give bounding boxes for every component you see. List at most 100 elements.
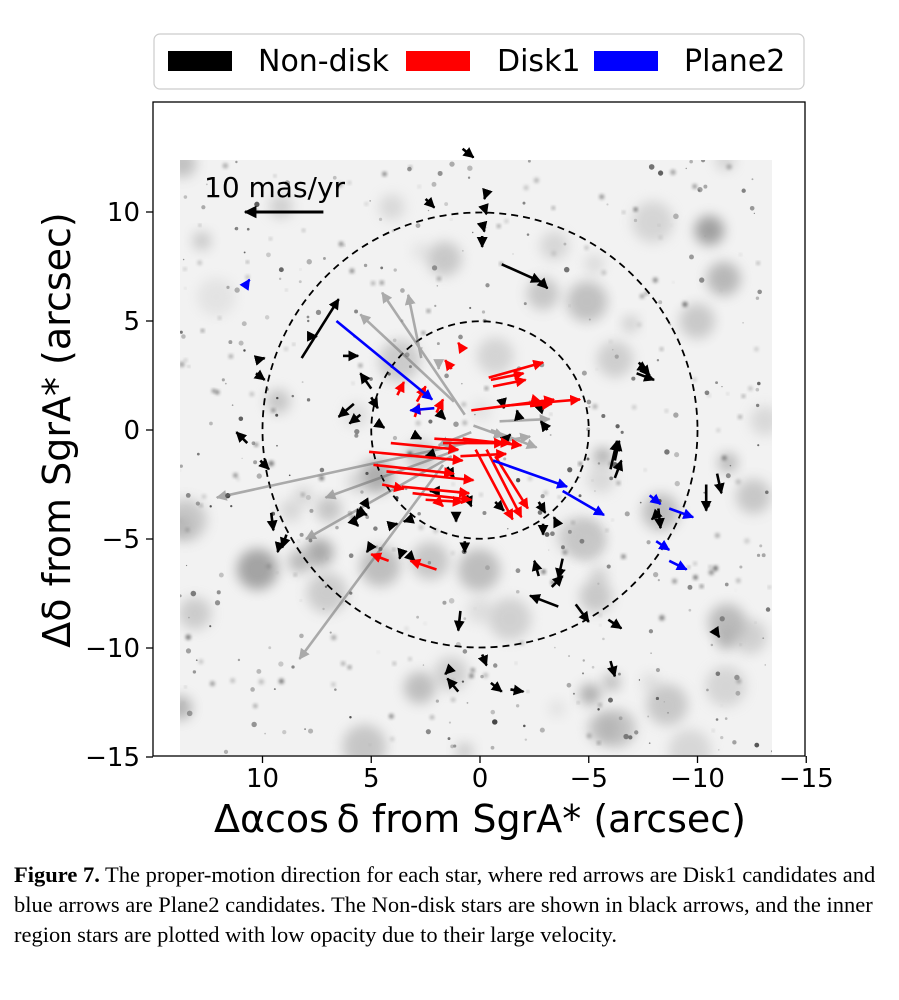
non-disk-arrow — [514, 409, 525, 422]
star-field-image — [180, 160, 772, 755]
legend-label-non-disk: Non-disk — [258, 44, 390, 79]
disk1-arrow — [390, 441, 460, 455]
non-disk-arrow — [636, 361, 649, 373]
non-disk-arrow — [529, 594, 559, 608]
disk1-arrow — [381, 481, 405, 493]
non-disk-arrow — [612, 459, 624, 479]
non-disk-arrow — [253, 369, 266, 381]
plane2-arrow — [492, 459, 569, 489]
non-disk-arrow — [609, 439, 621, 470]
disk1-arrow — [368, 450, 464, 466]
legend-frame — [153, 33, 805, 90]
disk1-arrow — [386, 470, 475, 485]
non-disk-arrow — [279, 534, 291, 549]
scale-indicator: 10 mas/yr — [204, 171, 346, 219]
x-tick-label: −5 — [570, 764, 608, 794]
non-disk-arrow — [365, 540, 377, 553]
non-disk-arrow — [373, 417, 386, 429]
non-disk-arrow — [478, 203, 489, 216]
non-disk-arrow — [402, 513, 415, 524]
x-tick-label: −10 — [670, 764, 725, 794]
y-tick-label: −15 — [85, 743, 140, 773]
disk1-arrow — [529, 399, 553, 411]
non-disk-arrow — [347, 515, 360, 527]
x-axis-label: Δαcos δ from SgrA* (arcsec) — [214, 797, 746, 841]
disk1-arrow — [474, 449, 514, 521]
non-disk-arrow — [253, 355, 266, 366]
inner-region-arrow — [381, 291, 466, 416]
non-disk-arrow — [501, 263, 542, 283]
disk1-arrow — [460, 448, 508, 460]
y-axis-label: Δδ from SgrA* (arcsec) — [35, 212, 79, 647]
plane2-arrow — [409, 404, 435, 415]
non-disk-arrow — [539, 420, 552, 433]
disk1-arrow — [530, 393, 542, 405]
non-disk-arrow — [650, 508, 663, 521]
non-disk-arrow — [476, 220, 488, 233]
plane2-arrow — [668, 559, 688, 571]
plane2-arrow — [335, 319, 433, 401]
non-disk-arrow — [709, 625, 721, 639]
disk1-arrow — [401, 485, 471, 498]
disk1-arrow — [425, 495, 464, 507]
y-axis: 10 5 0 −5 −10 −15 — [85, 198, 153, 773]
non-disk-arrow — [552, 516, 564, 529]
non-disk-arrow — [235, 431, 249, 444]
plane2-arrow — [668, 507, 695, 519]
non-disk-arrow — [453, 610, 465, 632]
non-disk-arrow — [482, 187, 493, 200]
non-disk-arrow — [536, 277, 549, 290]
non-disk-arrow — [274, 541, 286, 554]
x-axis: 10 5 0 −5 −10 −15 — [246, 756, 834, 794]
x-tick-label: −15 — [779, 764, 834, 794]
disk1-arrow — [444, 359, 456, 372]
non-disk-arrow — [348, 413, 362, 425]
legend-label-disk1: Disk1 — [497, 44, 581, 79]
legend-swatch-plane2 — [594, 51, 658, 71]
disk1-arrow — [457, 341, 469, 355]
plane2-arrow — [239, 278, 251, 291]
figure-chart: Non-disk Disk1 Plane2 10 mas/yr 10 5 0 −5 −1… — [35, 33, 834, 841]
disk1-arrow — [494, 455, 529, 510]
disk1-arrow — [490, 369, 525, 382]
plane2-arrow — [561, 489, 605, 517]
disk1-arrow — [434, 437, 512, 448]
non-disk-arrow — [574, 603, 590, 623]
legend-swatch-non-disk — [168, 51, 232, 71]
non-disk-arrow — [607, 618, 623, 630]
non-disk-arrow — [434, 408, 447, 421]
y-tick-label: 0 — [123, 416, 140, 446]
non-disk-arrow — [424, 447, 437, 459]
x-tick-label: 0 — [472, 764, 489, 794]
inner-region-arrow — [359, 313, 455, 403]
non-disk-arrow — [386, 520, 399, 532]
plane2-arrow — [655, 539, 671, 551]
non-disk-arrow — [490, 681, 503, 693]
legend-swatch-disk1 — [406, 51, 470, 71]
non-disk-arrow — [258, 458, 270, 471]
y-tick-label: −10 — [85, 634, 140, 664]
non-disk-arrow — [337, 402, 355, 418]
inner-circle — [370, 320, 590, 540]
disk1-arrow — [433, 398, 445, 414]
non-disk-arrow — [555, 558, 566, 580]
non-disk-arrow — [550, 575, 564, 588]
inner-region-arrow — [473, 424, 505, 439]
non-disk-arrow — [477, 654, 488, 667]
disk1-arrows — [368, 341, 582, 571]
non-disk-arrow — [636, 371, 656, 382]
non-disk-arrow — [510, 684, 525, 696]
non-disk-arrow — [461, 147, 475, 159]
caption-text: The proper-motion direction for each sta… — [14, 862, 876, 947]
non-disk-arrow — [531, 559, 543, 577]
non-disk-arrow — [266, 512, 278, 532]
non-disk-arrow — [444, 663, 457, 676]
disk1-arrow — [373, 463, 455, 478]
disk1-arrow — [492, 376, 527, 388]
non-disk-arrow — [300, 298, 340, 359]
x-tick-label: 10 — [246, 764, 279, 794]
non-disk-arrow — [493, 499, 505, 512]
scale-label: 10 mas/yr — [204, 171, 346, 204]
x-tick-label: 5 — [363, 764, 380, 794]
non-disk-arrow — [368, 396, 379, 410]
